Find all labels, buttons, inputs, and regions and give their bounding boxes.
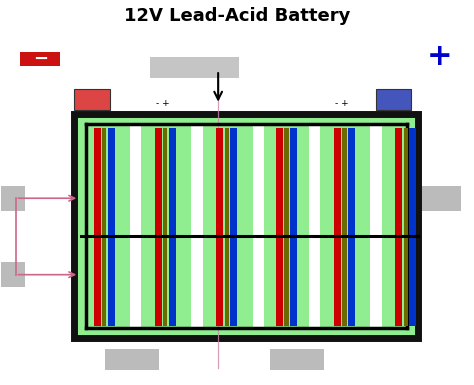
Bar (93, 127, 100, 326)
Bar (169, 127, 176, 326)
Bar (309, 124, 320, 328)
Bar (105, 349, 159, 370)
Bar (409, 127, 416, 326)
Bar (342, 127, 346, 326)
Text: −: − (33, 50, 48, 68)
Bar (253, 124, 264, 328)
Bar (74, 89, 110, 110)
Text: - +: - + (335, 99, 349, 109)
Bar (230, 127, 237, 326)
Bar (163, 127, 167, 326)
Bar (403, 127, 408, 326)
Bar (270, 349, 324, 370)
Bar (74, 114, 419, 338)
Bar (284, 127, 289, 326)
Bar (108, 127, 115, 326)
Bar (225, 127, 229, 326)
Bar (0, 186, 25, 211)
Bar (20, 52, 60, 66)
Bar (276, 127, 283, 326)
Bar (376, 89, 411, 110)
Text: +: + (427, 42, 453, 71)
Bar (130, 124, 141, 328)
Bar (102, 127, 106, 326)
Bar (191, 124, 202, 328)
Bar (155, 127, 162, 326)
Bar (348, 127, 355, 326)
Bar (370, 124, 382, 328)
Text: 12V Lead-Acid Battery: 12V Lead-Acid Battery (124, 7, 350, 25)
Bar (0, 262, 25, 287)
Bar (334, 127, 341, 326)
Text: - +: - + (156, 99, 170, 109)
Bar (290, 127, 297, 326)
Bar (395, 127, 402, 326)
Bar (421, 186, 461, 211)
Bar (150, 57, 239, 78)
Bar (216, 127, 223, 326)
